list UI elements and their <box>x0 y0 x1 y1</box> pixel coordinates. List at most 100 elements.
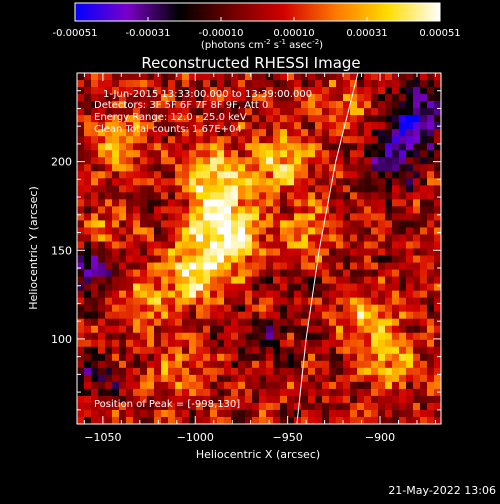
heatmap-cell <box>413 297 421 306</box>
heatmap-cell <box>371 311 379 320</box>
heatmap-cell <box>91 150 99 158</box>
heatmap-cell <box>126 318 134 327</box>
heatmap-cell <box>427 325 435 334</box>
heatmap-cell <box>420 227 428 236</box>
heatmap-cell <box>182 178 190 186</box>
heatmap-cell <box>315 234 323 243</box>
heatmap-cell <box>168 185 176 193</box>
heatmap-cell <box>406 150 414 158</box>
heatmap-cell <box>315 276 323 285</box>
heatmap-cell <box>413 94 421 102</box>
heatmap-cell <box>350 171 358 179</box>
heatmap-cell <box>154 227 162 236</box>
heatmap-cell <box>434 297 441 306</box>
heatmap-cell <box>280 332 288 341</box>
heatmap-cell <box>406 234 414 243</box>
heatmap-cell <box>182 115 190 123</box>
heatmap-cell <box>238 129 246 137</box>
heatmap-cell <box>322 192 330 200</box>
heatmap-cell <box>371 241 379 250</box>
heatmap-cell <box>259 248 267 257</box>
heatmap-cell <box>308 255 316 264</box>
heatmap-cell <box>308 367 316 376</box>
heatmap-cell <box>357 297 365 306</box>
heatmap-cell <box>364 283 372 292</box>
heatmap-cell <box>133 108 141 116</box>
heatmap-cell <box>224 108 232 116</box>
heatmap-cell <box>364 255 372 264</box>
heatmap-cell <box>133 213 141 222</box>
heatmap-cell <box>378 143 386 151</box>
heatmap-cell <box>420 325 428 334</box>
heatmap-cell <box>266 283 274 292</box>
heatmap-cell <box>315 360 323 369</box>
heatmap-cell <box>350 283 358 292</box>
heatmap-cell <box>357 213 365 222</box>
heatmap-cell <box>357 73 365 81</box>
heatmap-cell <box>273 192 281 200</box>
heatmap-cell <box>245 262 253 271</box>
heatmap-cell <box>105 115 113 123</box>
heatmap-cell <box>371 122 379 130</box>
heatmap-cell <box>168 402 176 411</box>
heatmap-cell <box>224 325 232 334</box>
heatmap-cell <box>357 199 365 207</box>
heatmap-cell <box>77 416 85 424</box>
heatmap-cell <box>77 360 85 369</box>
heatmap-cell <box>259 325 267 334</box>
heatmap-cell <box>245 353 253 362</box>
heatmap-cell <box>385 164 393 172</box>
heatmap-cell <box>105 199 113 207</box>
heatmap-cell <box>308 220 316 229</box>
heatmap-cell <box>175 276 183 285</box>
heatmap-cell <box>91 87 99 95</box>
heatmap-cell <box>252 346 260 355</box>
heatmap-cell <box>203 409 211 418</box>
heatmap-cell <box>217 171 225 179</box>
heatmap-cell <box>273 276 281 285</box>
heatmap-cell <box>406 381 414 390</box>
heatmap-cell <box>385 290 393 299</box>
heatmap-cell <box>399 171 407 179</box>
heatmap-cell <box>98 381 106 390</box>
heatmap-cell <box>161 416 169 424</box>
heatmap-cell <box>315 73 323 81</box>
heatmap-cell <box>189 304 197 313</box>
heatmap-cell <box>329 304 337 313</box>
heatmap-cell <box>350 360 358 369</box>
heatmap-cell <box>371 248 379 257</box>
heatmap-cell <box>126 150 134 158</box>
heatmap-cell <box>217 115 225 123</box>
heatmap-cell <box>182 276 190 285</box>
heatmap-cell <box>329 213 337 222</box>
heatmap-cell <box>378 409 386 418</box>
heatmap-cell <box>287 129 295 137</box>
heatmap-cell <box>210 80 218 88</box>
heatmap-cell <box>126 115 134 123</box>
heatmap-cell <box>420 276 428 285</box>
heatmap-cell <box>322 227 330 236</box>
heatmap-cell <box>280 276 288 285</box>
heatmap-cell <box>154 136 162 144</box>
heatmap-cell <box>231 402 239 411</box>
heatmap-cell <box>336 122 344 130</box>
heatmap-cell <box>147 360 155 369</box>
heatmap-cell <box>357 374 365 383</box>
heatmap-cell <box>112 220 120 229</box>
heatmap-cell <box>238 409 246 418</box>
heatmap-cell <box>364 269 372 278</box>
heatmap-cell <box>259 108 267 116</box>
heatmap-cell <box>406 360 414 369</box>
heatmap-cell <box>266 297 274 306</box>
heatmap-cell <box>154 367 162 376</box>
heatmap-cell <box>133 248 141 257</box>
heatmap-cell <box>259 136 267 144</box>
heatmap-cell <box>154 346 162 355</box>
heatmap-cell <box>217 360 225 369</box>
heatmap-cell <box>210 304 218 313</box>
heatmap-cell <box>140 346 148 355</box>
heatmap-cell <box>364 325 372 334</box>
heatmap-cell <box>322 381 330 390</box>
heatmap-cell <box>224 234 232 243</box>
heatmap-cell <box>371 388 379 397</box>
